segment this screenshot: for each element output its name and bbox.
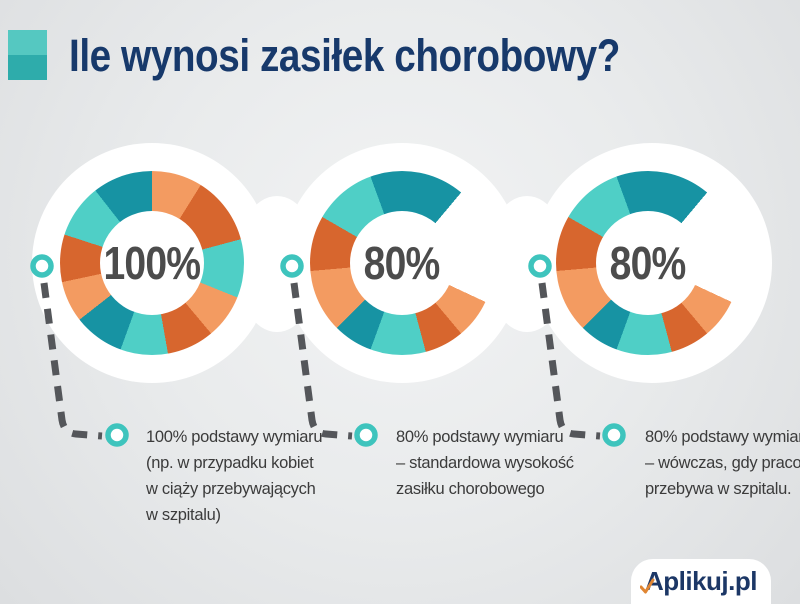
donut-hole-3: 80% — [596, 211, 700, 315]
brand-mark-squares — [8, 30, 47, 80]
legend-3-line-2: – wówczas, gdy pracownik — [645, 454, 800, 472]
logo-text-rest: plikuj.pl — [663, 566, 757, 596]
logo-checkmark-icon — [639, 578, 655, 594]
dashed-connector-2 — [290, 282, 353, 440]
legend-text-1: 100% podstawy wymiaru (np. w przypadku k… — [146, 424, 366, 528]
donut-chart-100-percent: 100% — [60, 171, 244, 355]
white-blob-bridge-1 — [235, 196, 319, 332]
dashed-connector-1 — [40, 282, 103, 440]
legend-bullet-ring-icon-2 — [354, 423, 378, 447]
donut-hole-1: 100% — [100, 211, 204, 315]
legend-text-3: 80% podstawy wymiaru – wówczas, gdy prac… — [645, 424, 800, 502]
legend-1-line-1: 100% podstawy wymiaru — [146, 428, 323, 446]
legend-1-line-2: (np. w przypadku kobiet — [146, 454, 314, 472]
page-title: Ile wynosi zasiłek chorobowy? — [69, 30, 620, 81]
legend-bullet-ring-icon-3 — [602, 423, 626, 447]
donut-chart-80-percent-standard: 80% — [310, 171, 494, 355]
donut-value-label-1: 100% — [103, 237, 201, 289]
white-blob-bridge-2 — [485, 196, 569, 332]
donut-value-label-3: 80% — [610, 237, 687, 289]
logo-letter-a: A — [639, 566, 664, 597]
legend-1-line-3: w ciąży przebywających — [146, 480, 316, 498]
donut-hole-2: 80% — [350, 211, 454, 315]
donut-chart-80-percent-hospital: 80% — [556, 171, 740, 355]
logo-background-blob — [631, 559, 771, 604]
connector-ring-icon-2 — [280, 254, 304, 278]
legend-1-line-4: w szpitalu) — [146, 506, 221, 524]
legend-2-line-2: – standardowa wysokość — [396, 454, 574, 472]
legend-3-line-3: przebywa w szpitalu. — [645, 480, 792, 498]
connector-ring-icon-1 — [30, 254, 54, 278]
legend-bullet-ring-icon-1 — [105, 423, 129, 447]
connector-ring-icon-3 — [528, 254, 552, 278]
donut-value-label-2: 80% — [364, 237, 441, 289]
brand-square-dark-icon — [8, 55, 47, 80]
aplikuj-logo-link[interactable]: A plikuj.pl — [631, 559, 771, 604]
legend-3-line-1: 80% podstawy wymiaru — [645, 428, 800, 446]
brand-square-light-icon — [8, 30, 47, 55]
legend-text-2: 80% podstawy wymiaru – standardowa wysok… — [396, 424, 616, 502]
legend-2-line-1: 80% podstawy wymiaru — [396, 428, 564, 446]
dashed-connector-3 — [538, 282, 601, 440]
legend-2-line-3: zasiłku chorobowego — [396, 480, 545, 498]
